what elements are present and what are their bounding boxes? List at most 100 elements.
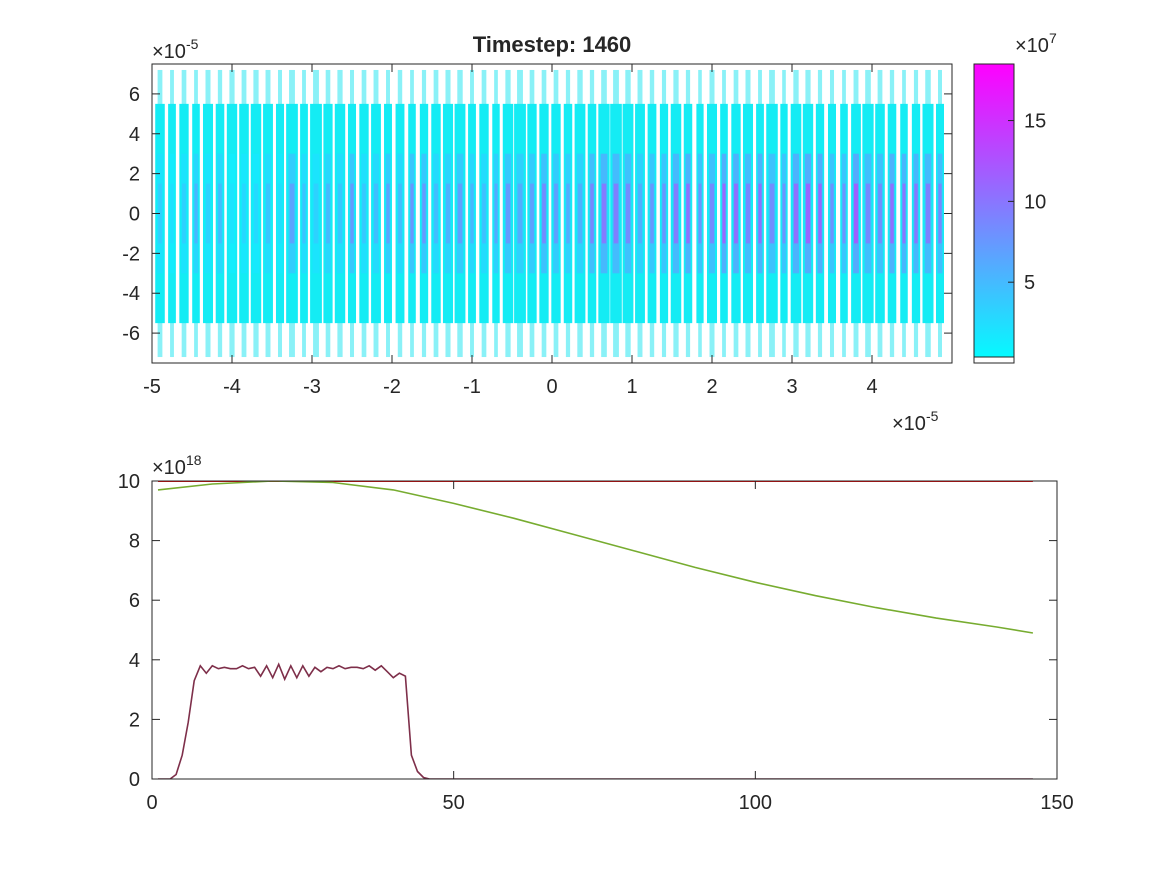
colorbar-exponent-base: ×10	[1015, 35, 1049, 57]
top-plot-particles	[155, 69, 944, 358]
particle-density-peak	[386, 183, 390, 244]
top-y-tick-label: -6	[122, 323, 140, 345]
particle-density-peak	[313, 183, 319, 244]
particle-density-peak	[350, 183, 354, 244]
particle-density-peak	[494, 183, 498, 244]
particle-density-peak	[242, 183, 246, 244]
colorbar-ticks: 5 10 15	[973, 111, 1046, 364]
particle-density-peak	[194, 183, 198, 244]
particle-density-peak	[289, 183, 295, 244]
particle-density-peak	[745, 183, 751, 244]
top-plot: Timestep: 1460 -5 -4 -3 -2 -1 0 1 2 3 4 -6 -4 -2 0 2 4 6…	[122, 32, 953, 435]
particle-density-peak	[205, 183, 211, 244]
top-x-tick-label: 2	[706, 376, 717, 398]
particle-density-peak	[865, 183, 871, 244]
bottom-y-tick-label: 2	[129, 709, 140, 731]
particle-density-peak	[590, 183, 594, 244]
bottom-y-exponent-power: 18	[186, 452, 202, 468]
top-x-tick-label: 4	[866, 376, 877, 398]
particle-density-peak	[686, 183, 690, 244]
top-y-tick-label: 6	[129, 84, 140, 106]
particle-density-peak	[805, 183, 811, 244]
particle-density-peak	[638, 183, 642, 244]
top-x-tick-label: -1	[463, 376, 481, 398]
top-x-exponent-base: ×10	[892, 413, 926, 435]
top-y-exponent-power: -5	[186, 36, 199, 52]
colorbar-tick-label: 10	[1024, 191, 1046, 213]
particle-density-peak	[673, 183, 679, 244]
colorbar-underflow	[973, 356, 1015, 364]
particle-density-peak	[457, 183, 463, 244]
particle-density-peak	[925, 183, 931, 244]
particle-density-peak	[793, 183, 799, 244]
bottom-x-tick-label: 0	[146, 792, 157, 814]
bottom-y-tick-label: 6	[129, 590, 140, 612]
bottom-y-tick-label: 0	[129, 769, 140, 791]
particle-density-peak	[902, 183, 906, 244]
bottom-y-exponent: ×1018	[152, 452, 202, 479]
series-line-1	[157, 481, 1034, 634]
bottom-plot-axes: 0 50 100 150 0 2 4 6 8 10	[118, 471, 1074, 814]
particle-density-peak	[362, 183, 366, 244]
colorbar-exponent-power: 7	[1049, 30, 1057, 46]
bottom-x-tick-label: 150	[1040, 792, 1073, 814]
particle-density-peak	[722, 183, 726, 244]
bottom-plot-lines	[157, 481, 1034, 779]
particle-density-peak	[278, 183, 282, 244]
particle-density-peak	[625, 183, 631, 244]
particle-density-peak	[218, 183, 222, 244]
particle-density-peak	[782, 183, 786, 244]
top-y-exponent-base: ×10	[152, 41, 186, 63]
particle-density-peak	[410, 183, 414, 244]
top-x-tick-label: -3	[303, 376, 321, 398]
particle-density-peak	[554, 183, 558, 244]
particle-density-peak	[253, 183, 259, 244]
top-y-tick-label: 0	[129, 204, 140, 226]
top-x-tick-label: 3	[786, 376, 797, 398]
particle-density-peak	[566, 183, 570, 244]
particle-density-peak	[266, 183, 270, 244]
top-x-tick-label: -5	[143, 376, 161, 398]
particle-density-peak	[577, 183, 583, 244]
top-y-tick-label: -4	[122, 283, 140, 305]
particle-density-peak	[601, 183, 607, 244]
colorbar: 5 10 15 ×107	[973, 30, 1057, 364]
top-x-tick-label: -2	[383, 376, 401, 398]
top-x-tick-label: 0	[546, 376, 557, 398]
bottom-x-tick-label: 50	[443, 792, 465, 814]
particle-density-peak	[842, 183, 846, 244]
particle-density-peak	[662, 183, 666, 244]
bottom-plot-frame	[151, 480, 1058, 780]
particle-density-peak	[326, 183, 330, 244]
particle-density-peak	[374, 183, 378, 244]
particle-density-peak	[482, 183, 486, 244]
particle-density-peak	[182, 183, 186, 244]
particle-density-peak	[938, 183, 942, 244]
top-plot-title: Timestep: 1460	[473, 32, 632, 57]
bottom-y-exponent-base: ×10	[152, 457, 186, 479]
particle-density-peak	[530, 183, 534, 244]
particle-density-peak	[422, 183, 426, 244]
particle-density-peak	[470, 183, 474, 244]
top-x-tick-label: 1	[626, 376, 637, 398]
top-y-tick-label: 2	[129, 164, 140, 186]
particle-density-peak	[818, 183, 822, 244]
particle-density-peak	[445, 183, 451, 244]
particle-density-peak	[734, 183, 738, 244]
particle-density-peak	[505, 183, 511, 244]
top-y-tick-label: 4	[129, 124, 140, 146]
particle-density-peak	[758, 183, 762, 244]
particle-density-peak	[830, 183, 834, 244]
particle-density-peak	[542, 183, 546, 244]
colorbar-gradient	[973, 63, 1015, 364]
particle-density-peak	[854, 183, 858, 244]
particle-density-peak	[398, 183, 402, 244]
bottom-plot-axes-background	[152, 481, 1057, 779]
bottom-y-tick-label: 10	[118, 471, 140, 493]
top-plot-axes: -5 -4 -3 -2 -1 0 1 2 3 4 -6 -4 -2 0 2 4 6	[122, 63, 953, 398]
colorbar-exponent: ×107	[1015, 30, 1057, 57]
bottom-plot: 0 50 100 150 0 2 4 6 8 10 ×1018	[118, 452, 1074, 814]
particle-density-peak	[613, 183, 619, 244]
particle-density-peak	[878, 183, 882, 244]
